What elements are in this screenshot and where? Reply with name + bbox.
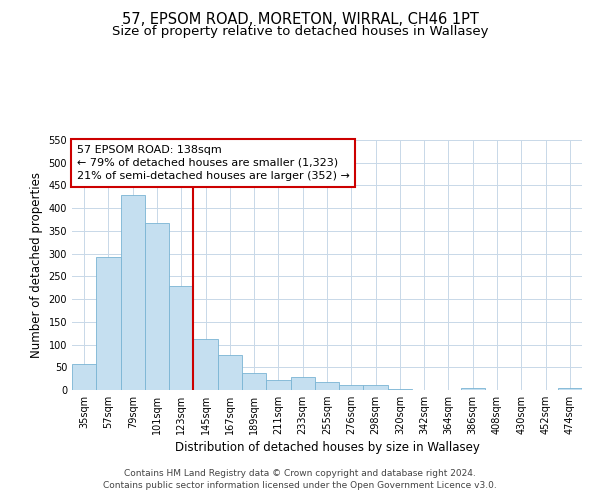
Y-axis label: Number of detached properties: Number of detached properties: [30, 172, 43, 358]
Text: Contains HM Land Registry data © Crown copyright and database right 2024.: Contains HM Land Registry data © Crown c…: [124, 468, 476, 477]
Text: Contains public sector information licensed under the Open Government Licence v3: Contains public sector information licen…: [103, 481, 497, 490]
Text: 57, EPSOM ROAD, MORETON, WIRRAL, CH46 1PT: 57, EPSOM ROAD, MORETON, WIRRAL, CH46 1P…: [122, 12, 478, 28]
Bar: [461, 388, 485, 390]
Bar: [121, 196, 145, 390]
Bar: [315, 382, 339, 390]
X-axis label: Distribution of detached houses by size in Wallasey: Distribution of detached houses by size …: [175, 442, 479, 454]
Text: 57 EPSOM ROAD: 138sqm
← 79% of detached houses are smaller (1,323)
21% of semi-d: 57 EPSOM ROAD: 138sqm ← 79% of detached …: [77, 144, 350, 181]
Bar: [242, 372, 266, 390]
Text: Size of property relative to detached houses in Wallasey: Size of property relative to detached ho…: [112, 25, 488, 38]
Bar: [72, 364, 96, 390]
Bar: [364, 385, 388, 390]
Bar: [193, 338, 218, 390]
Bar: [218, 356, 242, 390]
Bar: [96, 257, 121, 390]
Bar: [339, 386, 364, 390]
Bar: [145, 222, 169, 390]
Bar: [558, 388, 582, 390]
Bar: [266, 380, 290, 390]
Bar: [290, 377, 315, 390]
Bar: [169, 286, 193, 390]
Bar: [388, 388, 412, 390]
